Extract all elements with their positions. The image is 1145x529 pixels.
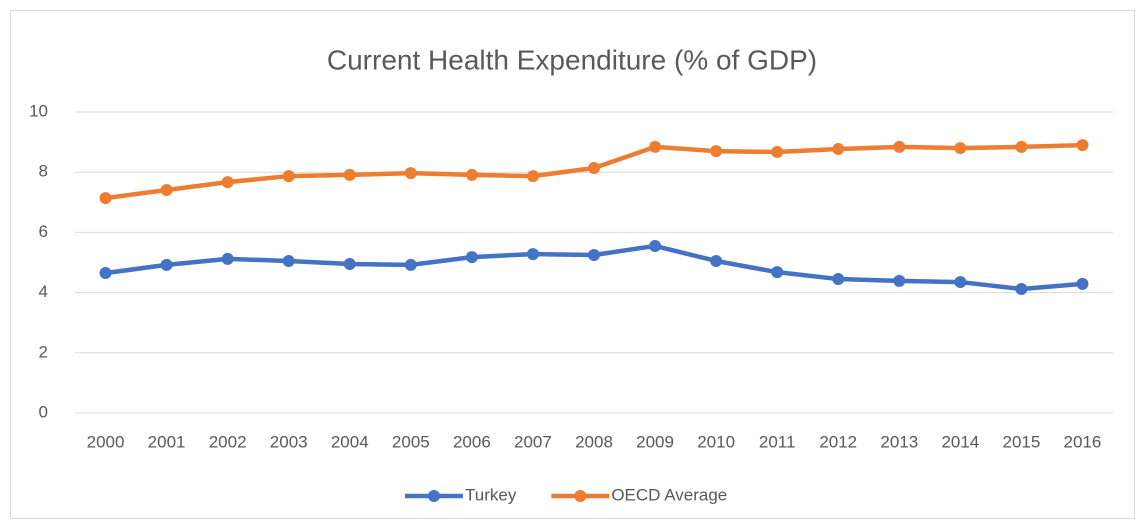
point (1015, 140, 1028, 153)
point (343, 258, 356, 271)
point (404, 258, 417, 271)
point (954, 142, 967, 155)
point (160, 258, 173, 271)
x-tick-label: 2010 (697, 432, 735, 451)
x-tick-label: 2012 (819, 432, 857, 451)
point (771, 266, 784, 279)
point (771, 146, 784, 159)
legend-marker (428, 490, 440, 502)
point (893, 274, 906, 287)
y-tick-label: 10 (29, 101, 48, 120)
chart-border (10, 10, 1135, 519)
x-tick-label: 2000 (87, 432, 125, 451)
legend-label: OECD Average (611, 485, 727, 504)
point (465, 251, 478, 264)
point (649, 140, 662, 153)
x-tick-label: 2015 (1002, 432, 1040, 451)
point (832, 143, 845, 156)
x-tick-label: 2008 (575, 432, 613, 451)
x-tick-label: 2009 (636, 432, 674, 451)
point (588, 248, 600, 261)
point (404, 167, 417, 180)
point (832, 273, 845, 286)
x-tick-label: 2002 (209, 432, 247, 451)
point (221, 252, 234, 265)
x-tick-label: 2003 (270, 432, 308, 451)
point (649, 239, 662, 252)
point (1015, 282, 1028, 295)
y-tick-label: 2 (39, 342, 48, 361)
y-tick-label: 6 (39, 222, 48, 241)
point (282, 254, 295, 267)
point (221, 176, 234, 189)
x-tick-label: 2011 (759, 432, 796, 451)
x-tick-label: 2007 (514, 432, 552, 451)
y-tick-label: 4 (39, 282, 48, 301)
x-tick-label: 2004 (331, 432, 369, 451)
point (465, 168, 478, 181)
point (710, 254, 723, 267)
point (710, 145, 723, 158)
point (588, 161, 600, 174)
x-tick-label: 2001 (148, 432, 186, 451)
x-tick-label: 2016 (1064, 432, 1102, 451)
point (526, 170, 539, 183)
x-tick-label: 2013 (880, 432, 918, 451)
point (99, 192, 112, 205)
x-tick-label: 2014 (941, 432, 979, 451)
point (893, 140, 906, 153)
point (1076, 277, 1089, 290)
point (1076, 139, 1089, 152)
point (526, 248, 539, 261)
point (343, 168, 356, 181)
point (954, 276, 967, 289)
legend-marker (574, 490, 587, 502)
legend-label: Turkey (465, 485, 517, 504)
y-tick-label: 8 (39, 162, 48, 181)
point (99, 267, 112, 280)
point (282, 170, 295, 183)
point (160, 183, 173, 196)
x-tick-label: 2006 (453, 432, 491, 451)
chart-title: Current Health Expenditure (% of GDP) (327, 44, 817, 75)
y-tick-label: 0 (39, 402, 48, 421)
x-tick-label: 2005 (392, 432, 430, 451)
